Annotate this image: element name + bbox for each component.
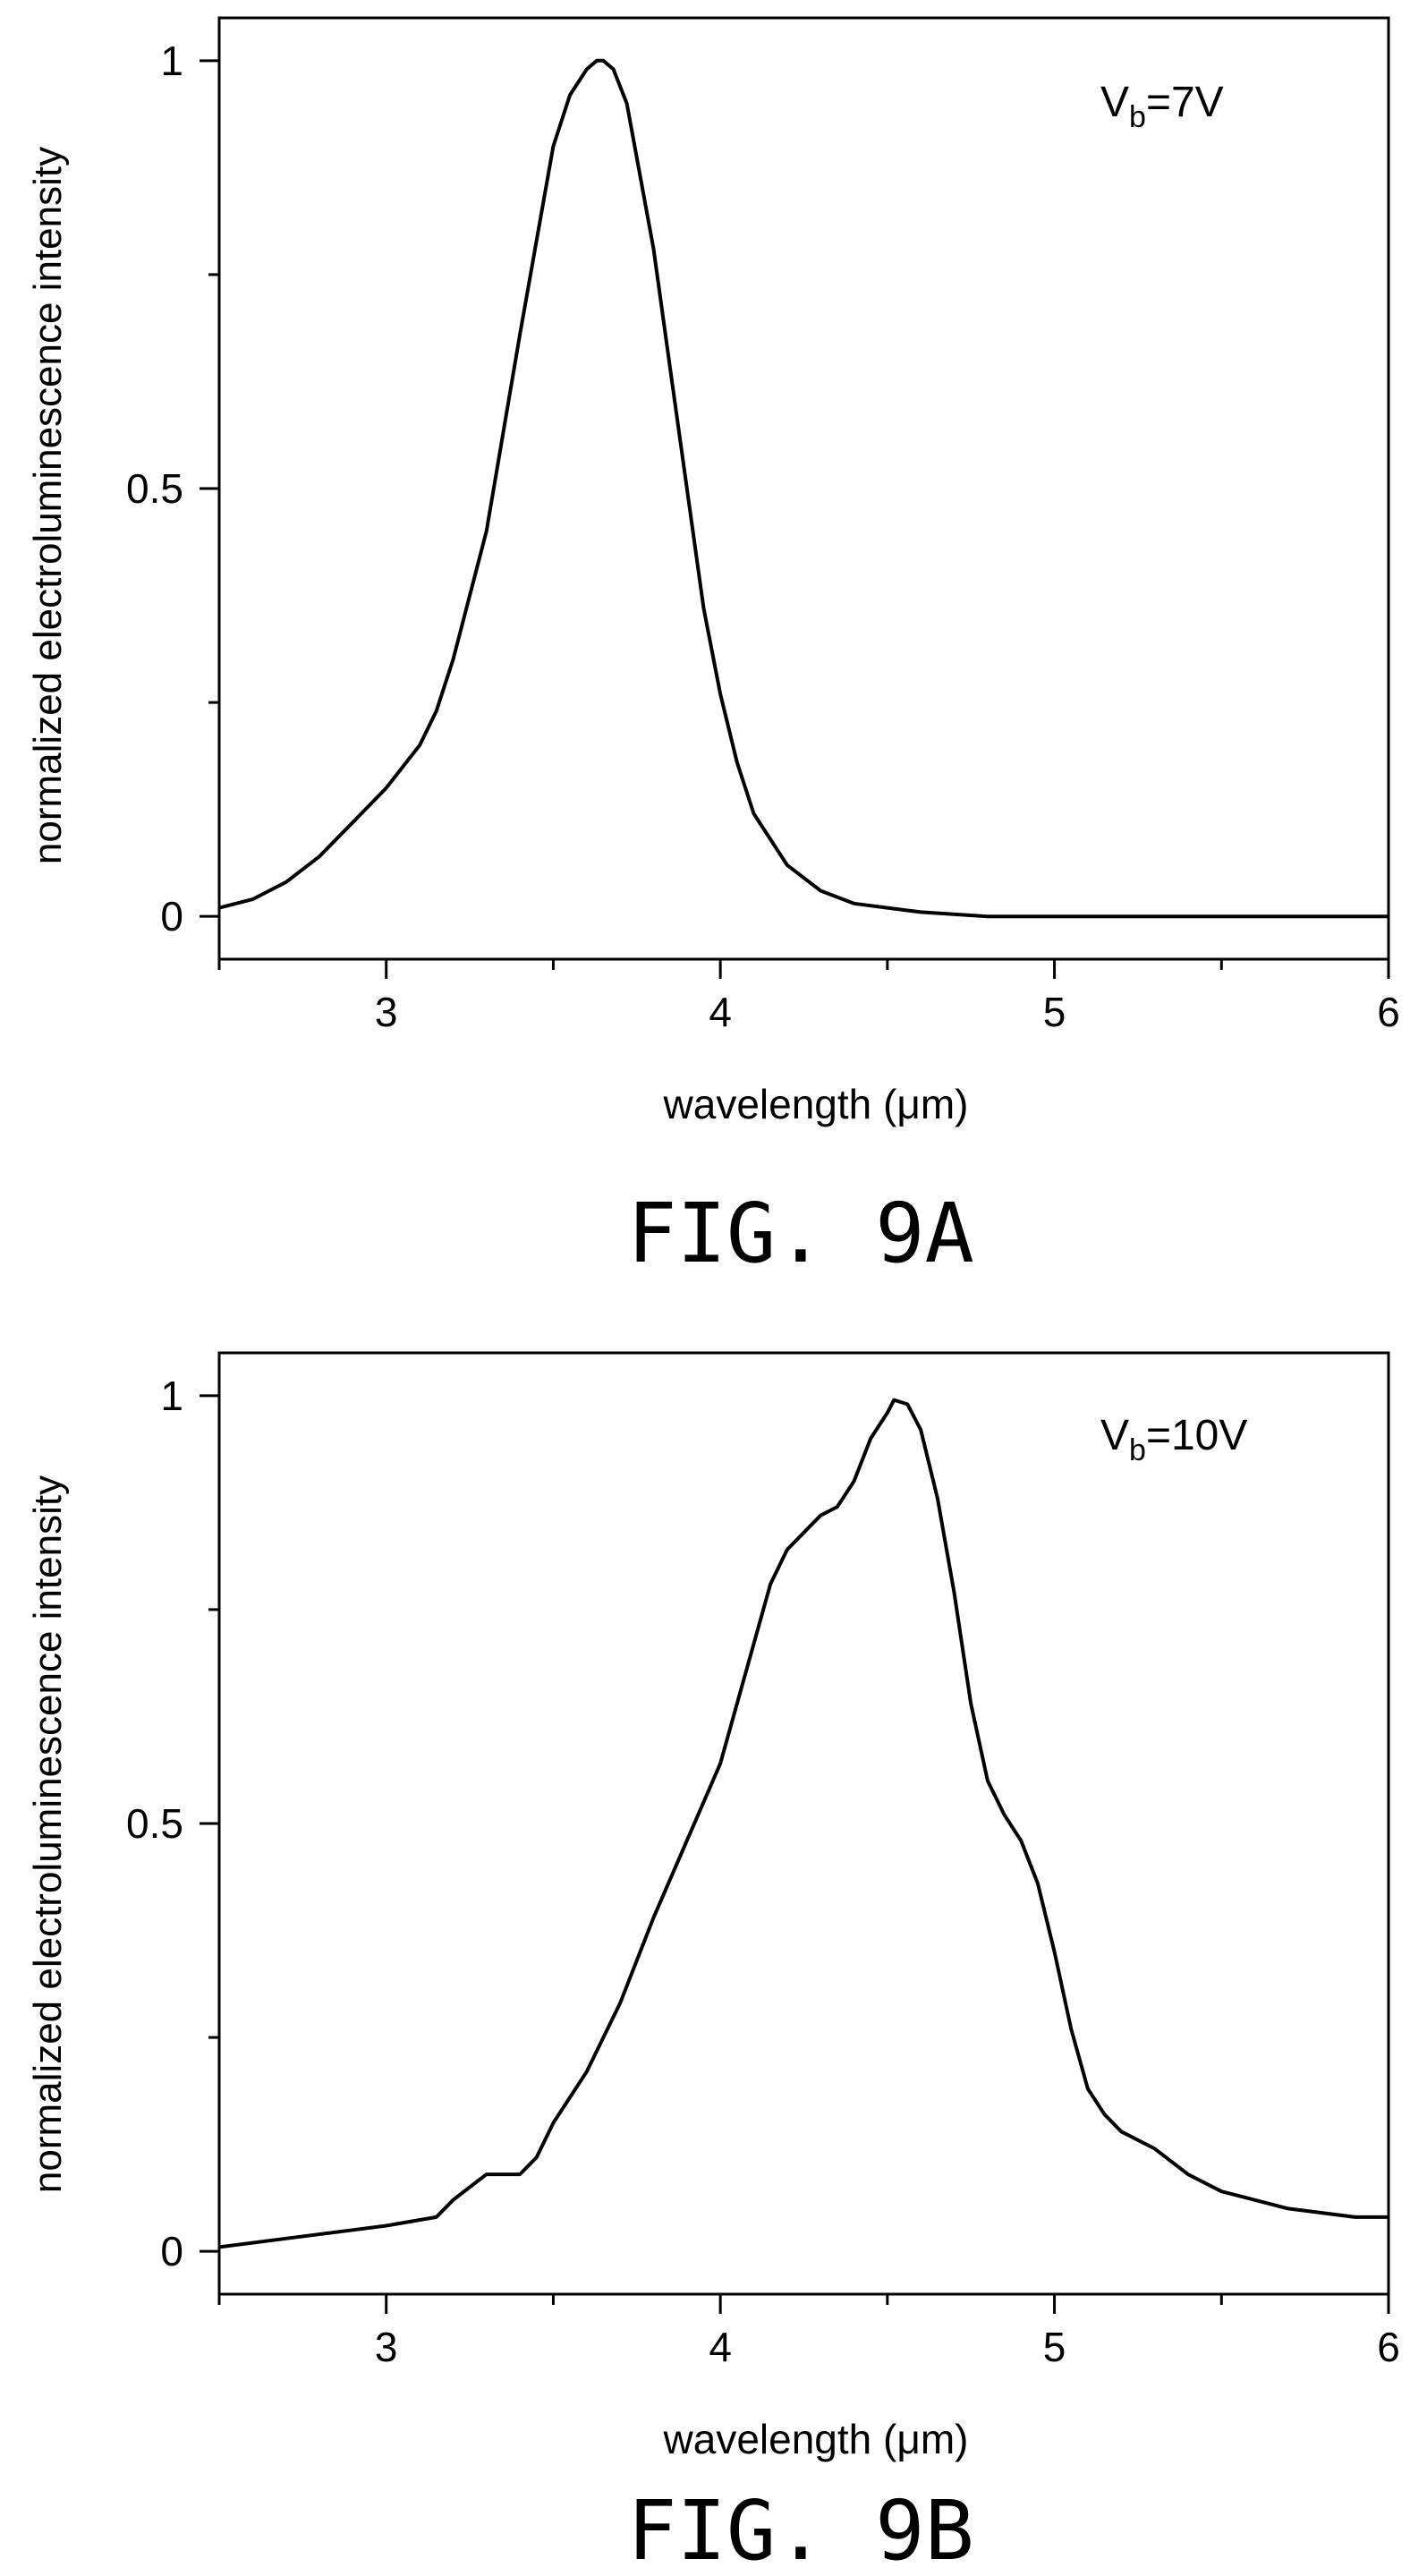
chart-panel-a: 3 4 5 6 0 0.5 1 normalized electroluminescence… xyxy=(26,16,1400,1281)
x-tick-label: 4 xyxy=(709,2324,732,2370)
annotation-a: Vb=7V xyxy=(1100,79,1224,134)
annotation-a-main: V xyxy=(1100,79,1129,126)
x-tick-label: 6 xyxy=(1377,989,1400,1035)
x-tick-label: 3 xyxy=(375,989,398,1035)
tick-group-a xyxy=(200,59,1390,979)
annotation-b-rest: =10V xyxy=(1146,1412,1247,1459)
x-axis-label-b: wavelength (μm) xyxy=(663,2416,969,2462)
y-tick-label: 1 xyxy=(160,1373,183,1419)
annotation-b: Vb=10V xyxy=(1100,1412,1247,1467)
series-line-a xyxy=(218,58,1389,919)
annotation-b-main: V xyxy=(1100,1412,1129,1459)
x-tick-label: 4 xyxy=(709,989,732,1035)
x-tick-label: 6 xyxy=(1377,2324,1400,2370)
plot-frame-a xyxy=(217,16,1390,961)
y-axis-label-b: normalized electroluminescence intensity xyxy=(26,1475,70,2193)
y-axis-label-a: normalized electroluminescence intensity xyxy=(26,147,70,864)
series-line-b xyxy=(218,1398,1389,2249)
y-tick-label: 0.5 xyxy=(126,1800,183,1847)
figure-caption-a: FIG. 9A xyxy=(627,1186,974,1281)
figure-caption-b: FIG. 9B xyxy=(627,2483,974,2576)
tick-label-group-b: 3 4 5 6 0 0.5 1 xyxy=(126,1373,1400,2370)
x-axis-label-a: wavelength (μm) xyxy=(663,1081,969,1127)
y-tick-label: 0 xyxy=(160,893,183,939)
annotation-a-rest: =7V xyxy=(1146,79,1224,126)
annotation-a-sub: b xyxy=(1129,100,1146,134)
y-tick-label: 1 xyxy=(160,38,183,84)
x-tick-label: 5 xyxy=(1043,2324,1066,2370)
chart-panel-b: 3 4 5 6 0 0.5 1 normalized electroluminescence… xyxy=(26,1351,1400,2576)
tick-label-group-a: 3 4 5 6 0 0.5 1 xyxy=(126,38,1400,1035)
y-tick-label: 0 xyxy=(160,2228,183,2274)
x-tick-label: 3 xyxy=(375,2324,398,2370)
tick-group-b xyxy=(200,1394,1390,2314)
annotation-b-sub: b xyxy=(1129,1433,1146,1467)
x-tick-label: 5 xyxy=(1043,989,1066,1035)
y-tick-label: 0.5 xyxy=(126,465,183,512)
plot-frame-b xyxy=(217,1351,1390,2296)
